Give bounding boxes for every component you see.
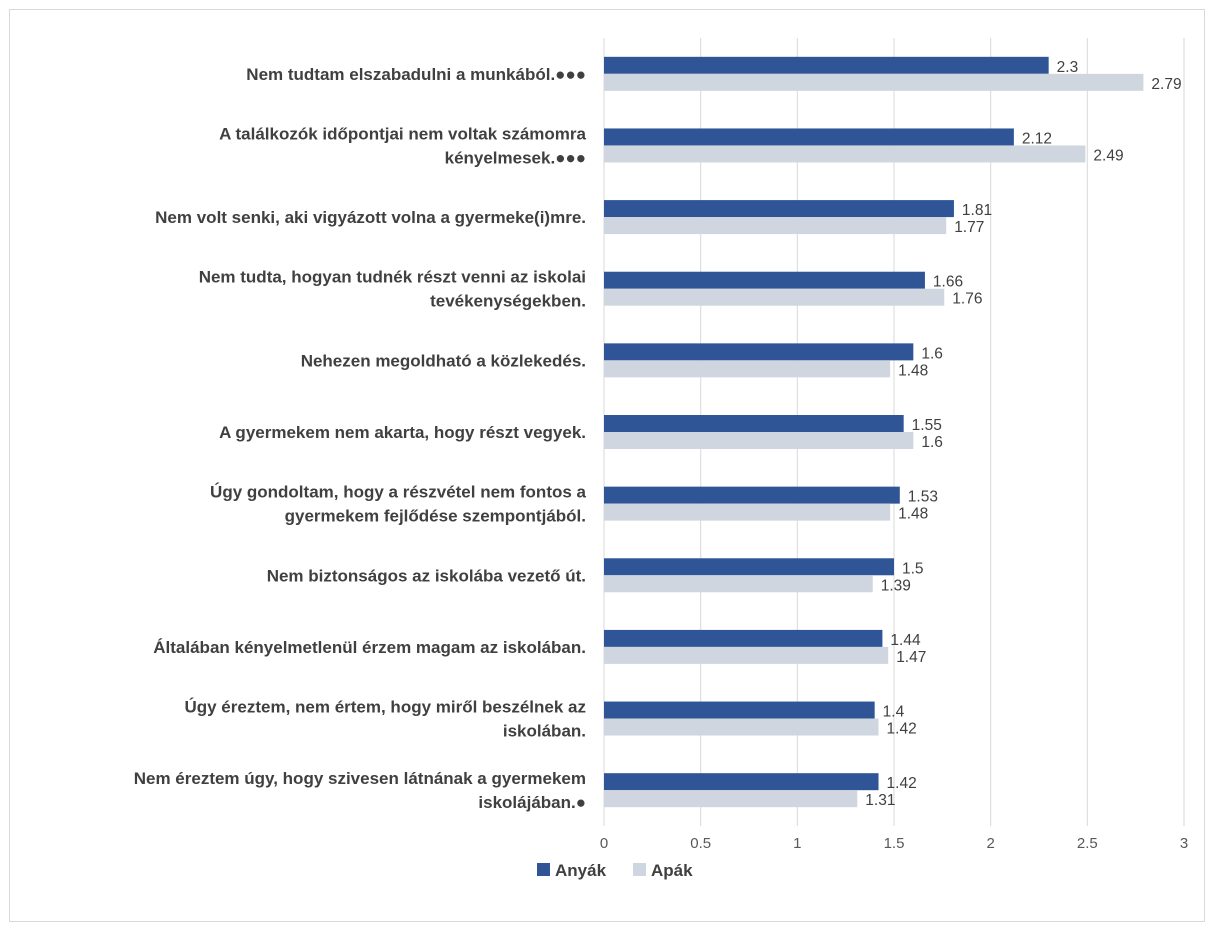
data-label: 1.48 <box>898 362 928 379</box>
bar-apak <box>604 288 945 306</box>
bar-anyak <box>604 701 875 719</box>
data-label: 1.66 <box>933 274 963 291</box>
legend-label: Anyák <box>555 861 607 880</box>
category-label: Nem tudtam elszabadulni a munkából.●●● <box>246 65 586 84</box>
legend-swatch-apak <box>633 863 646 876</box>
bar-anyak <box>604 271 925 289</box>
data-label: 1.77 <box>954 219 984 236</box>
category-label: Nem volt senki, aki vigyázott volna a gy… <box>155 208 586 227</box>
x-tick-label: 0 <box>600 835 608 852</box>
x-tick-label: 3 <box>1180 835 1188 852</box>
category-label: Nem biztonságos az iskolába vezető út. <box>267 566 586 585</box>
bar-apak <box>604 73 1144 91</box>
bar-apak <box>604 360 891 378</box>
data-label: 1.42 <box>887 775 917 792</box>
data-label: 2.49 <box>1093 147 1123 164</box>
category-label: Nem éreztem úgy, hogy szivesen látnának … <box>134 769 586 788</box>
data-label: 1.48 <box>898 506 928 523</box>
bar-anyak <box>604 415 904 432</box>
x-tick-label: 2 <box>986 835 994 852</box>
bar-apak <box>604 432 914 449</box>
category-label: Úgy éreztem, nem értem, hogy miről beszé… <box>184 698 586 717</box>
x-tick-label: 1.5 <box>884 835 905 852</box>
bar-anyak <box>604 629 883 647</box>
bar-anyak <box>604 486 900 504</box>
category-label: tevékenységekben. <box>430 292 586 311</box>
data-label: 1.4 <box>883 704 905 721</box>
x-tick-label: 2.5 <box>1077 835 1098 852</box>
category-label: Nem tudta, hogyan tudnék részt venni az … <box>199 268 586 287</box>
x-tick-label: 0.5 <box>690 835 711 852</box>
data-label: 2.3 <box>1057 59 1079 76</box>
bar-anyak <box>604 128 1014 146</box>
bar-apak <box>604 646 889 664</box>
data-label: 1.47 <box>896 649 926 666</box>
data-label: 1.81 <box>962 202 992 219</box>
chart-frame: 0 0.5 1 1.5 2 2.5 3 2.3 2.79 Nem tudtam elszabadu… <box>9 9 1205 922</box>
data-label: 1.6 <box>921 434 943 451</box>
bar-apak <box>604 145 1086 163</box>
bar-anyak <box>604 200 954 218</box>
category-label: Úgy gondoltam, hogy a részvétel nem font… <box>210 483 586 502</box>
bar-apak <box>604 718 879 736</box>
x-tick-label: 1 <box>793 835 801 852</box>
bar-chart: 0 0.5 1 1.5 2 2.5 3 2.3 2.79 Nem tudtam elszabadu… <box>134 38 1188 880</box>
category-label: A találkozók időpontjai nem voltak számo… <box>219 124 586 143</box>
bar-apak <box>604 217 947 235</box>
data-label: 1.76 <box>952 291 982 308</box>
bar-apak <box>604 503 891 521</box>
category-label: A gyermekem nem akarta, hogy részt vegye… <box>219 423 586 442</box>
bar-apak <box>604 575 873 593</box>
category-label: iskolájában.● <box>478 793 586 812</box>
data-label: 1.55 <box>912 417 942 434</box>
data-label: 1.31 <box>865 792 895 809</box>
data-label: 1.5 <box>902 560 924 577</box>
category-label: Nehezen megoldható a közlekedés. <box>301 351 586 370</box>
data-label: 1.39 <box>881 577 911 594</box>
bar-anyak <box>604 343 914 361</box>
category-label: Általában kényelmetlenül érzem magam az … <box>153 638 586 657</box>
category-label: kényelmesek.●●● <box>445 148 586 167</box>
category-label: iskolában. <box>503 722 586 741</box>
legend-swatch-anyak <box>537 863 550 876</box>
category-label: gyermekem fejlődése szempontjából. <box>285 507 586 526</box>
data-label: 2.79 <box>1151 76 1181 93</box>
legend-label: Apák <box>651 861 693 880</box>
bar-anyak <box>604 558 894 576</box>
bar-anyak <box>604 773 879 791</box>
data-label: 2.12 <box>1022 130 1052 147</box>
data-label: 1.53 <box>908 489 938 506</box>
bar-anyak <box>604 56 1049 74</box>
data-label: 1.6 <box>921 345 943 362</box>
data-label: 1.44 <box>890 632 921 649</box>
data-label: 1.42 <box>887 721 917 738</box>
bar-apak <box>604 790 858 808</box>
